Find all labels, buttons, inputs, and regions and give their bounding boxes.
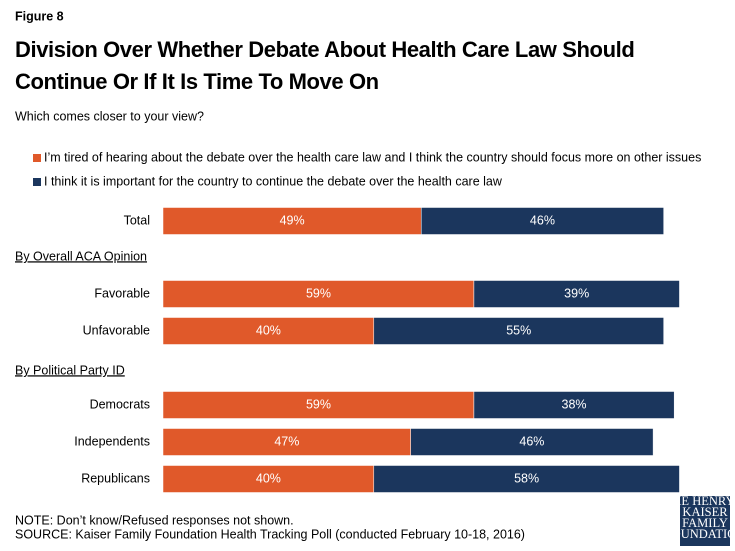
bar-segment: [373, 465, 680, 493]
value-label: 59%: [306, 397, 331, 411]
value-label: 40%: [256, 471, 281, 485]
legend-label: I’m tired of hearing about the debate ov…: [44, 150, 701, 164]
bar-segment: [410, 428, 654, 456]
category-label: Republicans: [81, 471, 150, 485]
value-label: 39%: [564, 286, 589, 300]
value-label: 46%: [530, 213, 555, 227]
bar-segment: [162, 317, 375, 345]
category-label: Favorable: [94, 286, 150, 300]
value-label: 46%: [519, 434, 544, 448]
figure-label: Figure 8: [15, 9, 64, 23]
logo-text: FOUNDATION: [665, 527, 735, 541]
bar-segment: [162, 280, 475, 308]
category-label: Democrats: [90, 397, 150, 411]
legend-swatch: [33, 154, 41, 162]
bar-segment: [373, 317, 664, 345]
value-label: 49%: [280, 213, 305, 227]
bar-segment: [162, 391, 475, 419]
value-label: 47%: [274, 434, 299, 448]
category-label: Total: [124, 213, 150, 227]
bar-segment: [162, 207, 422, 235]
logo-text: FAMILY: [682, 516, 728, 530]
subtitle: Which comes closer to your view?: [15, 109, 204, 123]
bar-segment: [473, 391, 675, 419]
value-label: 38%: [562, 397, 587, 411]
note: NOTE: Don’t know/Refused responses not s…: [15, 513, 294, 527]
value-label: 59%: [306, 286, 331, 300]
category-label: Unfavorable: [83, 323, 150, 337]
logo-text: THE HENRY J.: [665, 494, 735, 508]
category-label: Independents: [74, 434, 150, 448]
legend-swatch: [33, 178, 41, 186]
value-label: 58%: [514, 471, 539, 485]
bar-segment: [420, 207, 664, 235]
logo-text: KAISER: [682, 505, 728, 519]
value-label: 40%: [256, 323, 281, 337]
legend-label: I think it is important for the country …: [44, 174, 503, 188]
logo-box: [680, 496, 730, 546]
group-header: By Overall ACA Opinion: [15, 249, 147, 263]
source: SOURCE: Kaiser Family Foundation Health …: [15, 527, 525, 541]
bar-segment: [473, 280, 680, 308]
bar-segment: [162, 465, 375, 493]
group-header: By Political Party ID: [15, 363, 125, 377]
value-label: 55%: [506, 323, 531, 337]
chart-title: Division Over Whether Debate About Healt…: [15, 37, 635, 94]
